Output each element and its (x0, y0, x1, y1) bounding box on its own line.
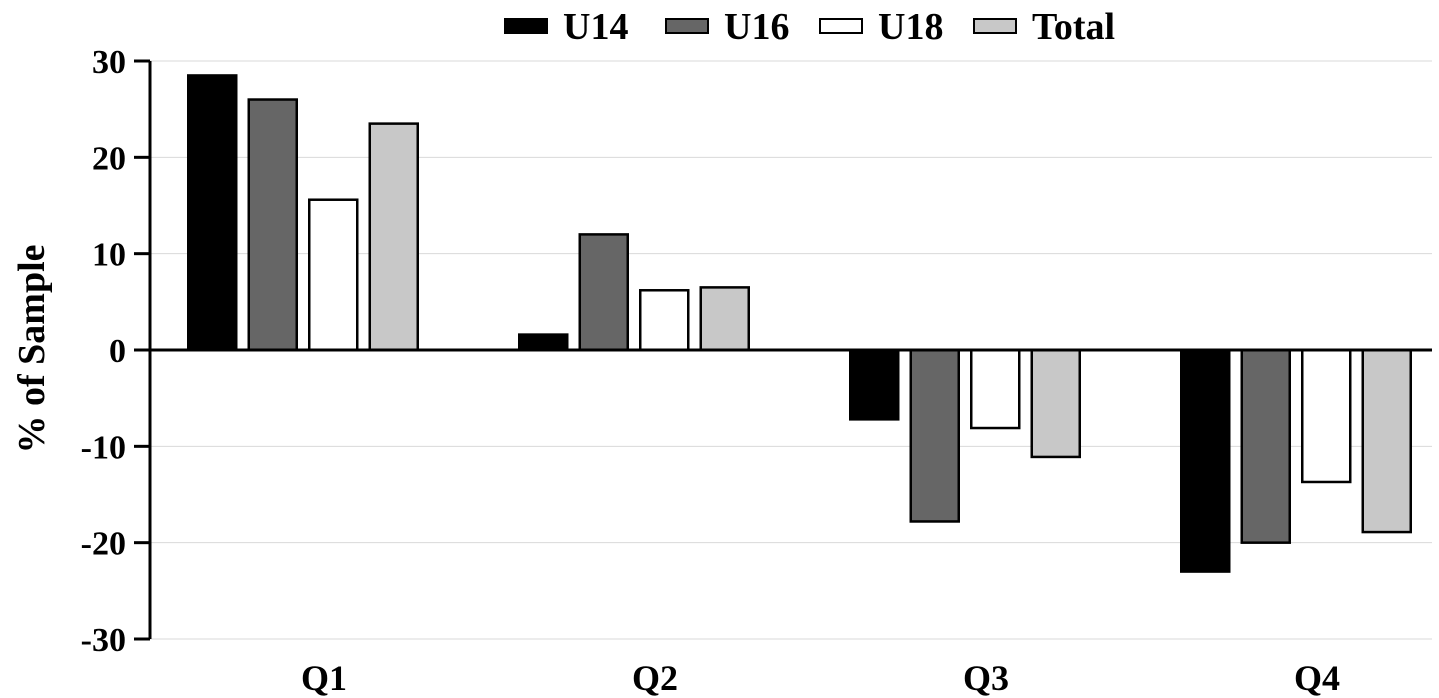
bar-u14-q1 (187, 74, 238, 352)
bar-u14-q4 (1180, 348, 1231, 573)
x-axis: Q1 Q2 Q3 Q4 (150, 348, 1432, 698)
x-category-label: Q4 (1294, 658, 1340, 698)
bar-total-q2 (699, 286, 750, 352)
legend: U14 U16 U18 Total (504, 6, 1115, 48)
bar-u14-q3 (849, 348, 900, 421)
bar-u14-q2 (518, 333, 569, 352)
bar-u18-q2 (639, 289, 690, 352)
y-axis-title: % of Sample (11, 245, 53, 454)
y-tick-label: 30 (92, 44, 126, 81)
legend-label-u14: U14 (563, 6, 628, 48)
bar-u16-q1 (247, 98, 298, 352)
bar-total-q4 (1361, 348, 1412, 534)
y-tick-label: 0 (109, 333, 126, 370)
y-tick-label: 20 (92, 140, 126, 177)
bar-u16-q4 (1240, 348, 1291, 544)
bar-total-q1 (368, 122, 419, 352)
y-tick-label: -20 (81, 526, 126, 563)
y-tick-label: 10 (92, 237, 126, 274)
gridlines (150, 60, 1432, 640)
legend-swatch-u16 (665, 18, 709, 34)
bar-u18-q4 (1301, 348, 1352, 484)
x-category-label: Q2 (632, 658, 678, 698)
x-category-label: Q1 (301, 658, 347, 698)
bar-u16-q3 (909, 348, 960, 523)
bar-total-q3 (1030, 348, 1081, 459)
legend-label-total: Total (1032, 6, 1115, 48)
bars (187, 74, 1412, 573)
bar-u18-q1 (308, 198, 359, 352)
bar-u16-q2 (578, 233, 629, 352)
bar-u18-q3 (970, 348, 1021, 430)
y-tick-label: -30 (81, 622, 126, 659)
legend-label-u16: U16 (724, 6, 789, 48)
x-category-label: Q3 (963, 658, 1009, 698)
legend-label-u18: U18 (878, 6, 943, 48)
legend-swatch-u14 (504, 18, 548, 34)
legend-swatch-total (973, 18, 1017, 34)
y-tick-label: -10 (81, 429, 126, 466)
y-axis: 30 20 10 0 -10 -20 -30 (81, 44, 152, 659)
legend-swatch-u18 (819, 18, 863, 34)
